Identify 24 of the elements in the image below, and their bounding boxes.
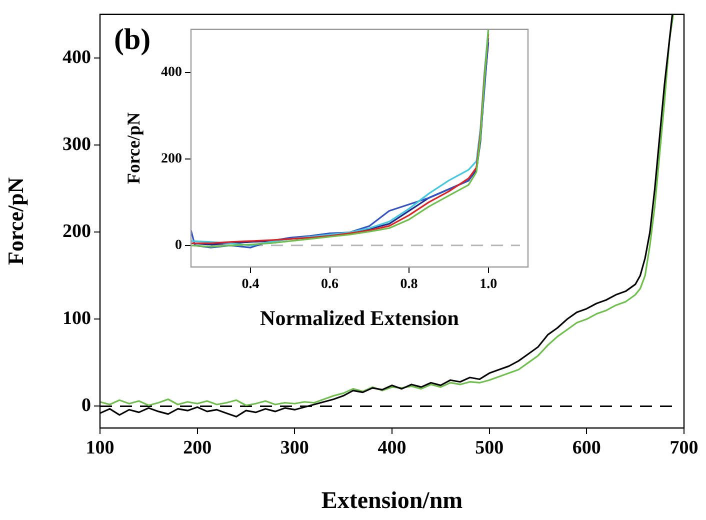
x-tick-label: 100 [86, 437, 114, 458]
y-tick-label: 0 [82, 395, 91, 416]
x-tick-label: 500 [475, 437, 504, 458]
annotation: (b) [114, 23, 151, 56]
x-tick-label: 700 [670, 437, 698, 458]
y-tick-label: 200 [161, 152, 182, 167]
y-tick-label: 200 [62, 220, 91, 242]
y-tick-label: 0 [175, 238, 182, 254]
x-axis-title: Normalized Extension [260, 306, 460, 330]
y-tick-label: 400 [161, 65, 182, 80]
y-tick-label: 100 [62, 308, 91, 330]
x-tick-label: 0.8 [400, 277, 418, 292]
x-tick-label: 200 [183, 437, 212, 458]
x-axis-title: Extension/nm [321, 488, 463, 514]
x-tick-label: 400 [378, 437, 406, 458]
x-tick-label: 600 [572, 437, 601, 458]
x-tick-label: 0.4 [242, 277, 260, 292]
x-tick-label: 300 [280, 437, 309, 458]
y-axis-title: Force/pN [123, 112, 144, 184]
y-tick-label: 300 [62, 134, 91, 155]
x-tick-label: 0.6 [321, 277, 339, 292]
x-tick-label: 1.0 [480, 277, 498, 292]
y-axis-title: Force/pN [2, 177, 28, 265]
y-tick-label: 400 [62, 46, 91, 68]
